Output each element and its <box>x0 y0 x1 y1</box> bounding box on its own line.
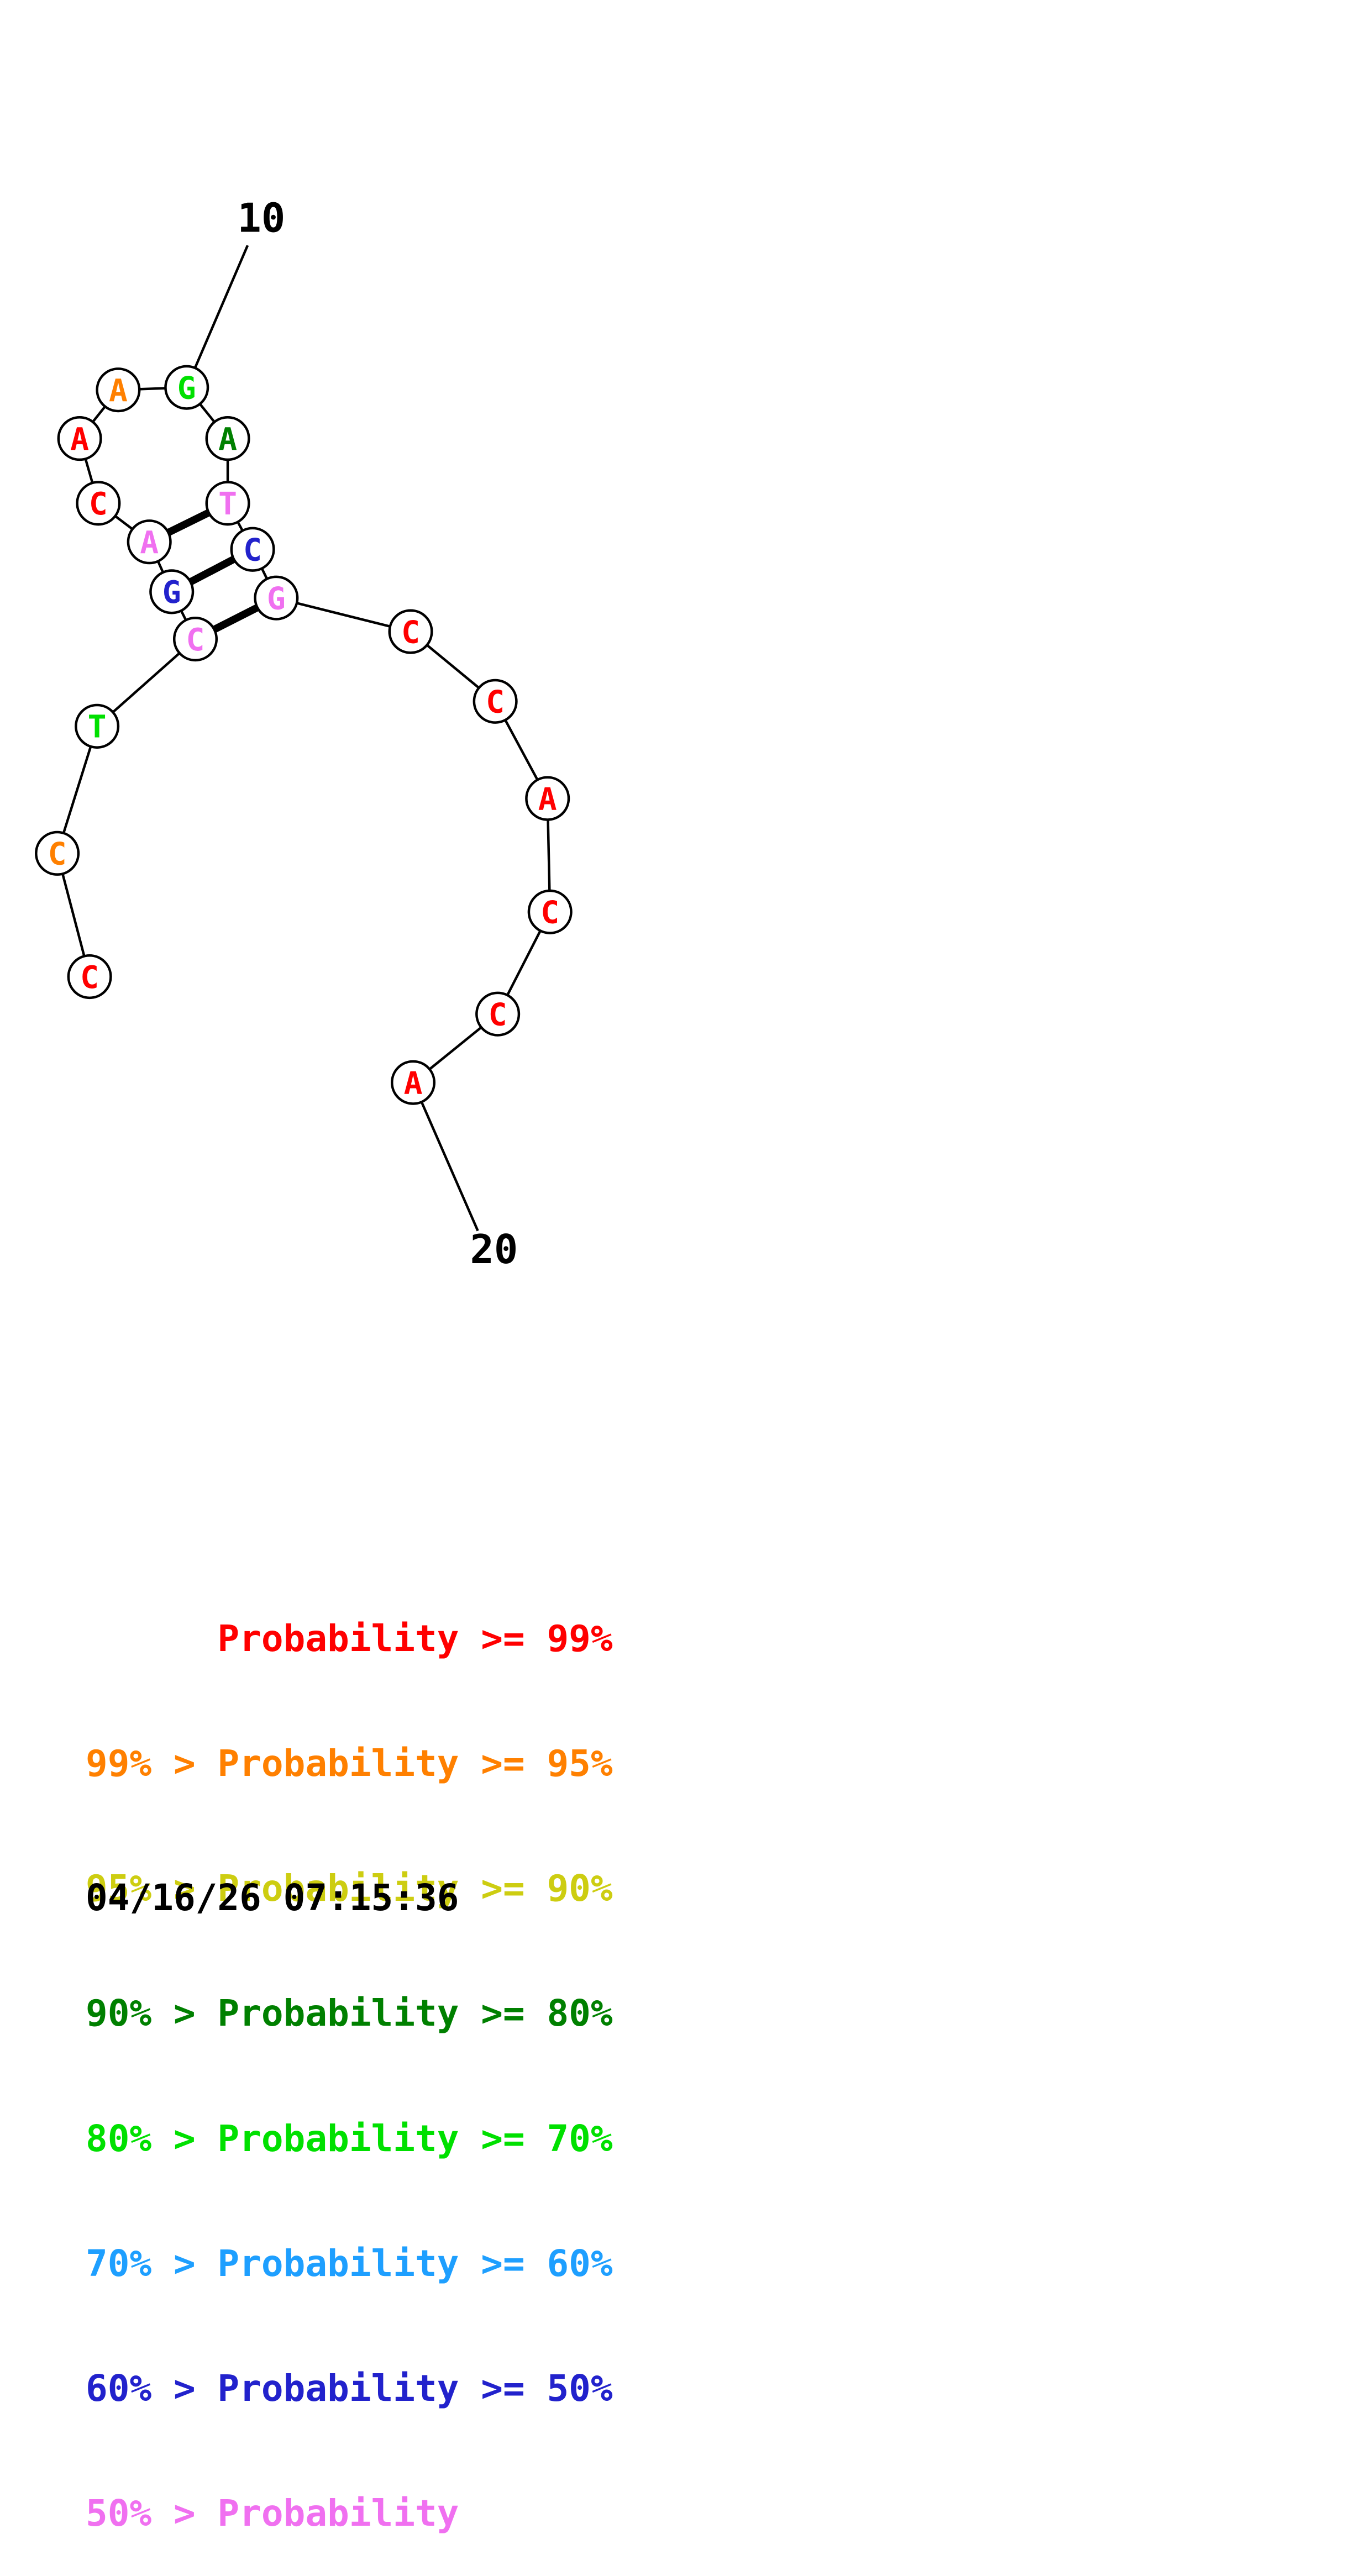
nucleotide-circle-3 <box>75 703 120 749</box>
probability-legend: Probability >= 99% 99% > Probability >= … <box>86 1534 613 2576</box>
nucleotide-base-11: A <box>218 422 237 458</box>
nucleotide-base-1: C <box>80 960 99 996</box>
legend-line-below: 50% > Probability <box>86 2492 459 2535</box>
nucleotide-base-2: C <box>48 837 67 872</box>
nucleotide-base-14: G <box>267 581 286 617</box>
nucleotide-circle-7 <box>76 481 121 526</box>
backbone-bond <box>276 596 411 633</box>
nucleotide-circle-20 <box>390 1060 436 1105</box>
nucleotide-circle-2 <box>35 830 80 876</box>
nucleotide-circle-4 <box>172 616 218 662</box>
timestamp: 04/16/26 07:15:36 <box>86 1876 459 1919</box>
nucleotide-base-16: C <box>486 685 505 721</box>
nucleotide-base-10: G <box>177 370 196 406</box>
sequence-number-label-10: 10 <box>237 195 285 241</box>
nucleotide-circle-9 <box>96 367 141 413</box>
sequence-number-label-20: 20 <box>470 1227 518 1273</box>
nucleotide-base-12: T <box>218 486 237 522</box>
nucleotide-circle-5 <box>149 569 195 614</box>
nucleotide-circle-18 <box>527 889 573 934</box>
nucleotide-base-5: G <box>162 575 181 611</box>
nucleotide-circle-11 <box>205 416 250 461</box>
nucleotide-circle-13 <box>230 527 275 572</box>
legend-line-p80: 90% > Probability >= 80% <box>86 1992 613 2035</box>
nucleotide-circle-12 <box>205 481 250 526</box>
nucleotide-circle-19 <box>475 991 521 1037</box>
nucleotide-base-6: A <box>140 525 159 561</box>
nucleotide-circle-8 <box>57 416 102 461</box>
nucleotide-base-3: T <box>88 709 107 745</box>
legend-line-p99: Probability >= 99% <box>86 1617 613 1660</box>
nucleotide-circle-16 <box>473 679 518 724</box>
nucleotide-base-8: A <box>70 422 89 458</box>
number-leader-line <box>185 245 249 388</box>
nucleotide-base-20: A <box>404 1065 423 1101</box>
legend-line-p90: 95% > Probability >= 90% <box>86 1867 613 1910</box>
legend-line-p60: 70% > Probability >= 60% <box>86 2242 613 2285</box>
nucleotide-base-9: A <box>109 373 128 409</box>
legend-line-p50: 60% > Probability >= 50% <box>86 2367 613 2410</box>
nucleotide-circle-14 <box>254 575 299 621</box>
number-leader-line <box>412 1082 479 1232</box>
nucleotide-base-17: A <box>538 781 557 817</box>
nucleotide-circle-6 <box>127 519 172 565</box>
nucleotide-base-19: C <box>489 997 507 1033</box>
nucleotide-base-18: C <box>540 895 559 931</box>
nucleotide-circle-15 <box>388 609 433 654</box>
nucleotide-circle-1 <box>67 954 112 1000</box>
nucleotide-base-15: C <box>401 614 420 650</box>
legend-line-p95: 99% > Probability >= 95% <box>86 1742 613 1785</box>
nucleotide-circle-17 <box>525 776 570 821</box>
legend-line-p70: 80% > Probability >= 70% <box>86 2117 613 2160</box>
nucleotide-base-13: C <box>243 532 262 568</box>
nucleotide-base-4: C <box>186 622 205 658</box>
nucleotide-circle-10 <box>164 365 209 410</box>
nucleotide-base-7: C <box>89 486 108 522</box>
